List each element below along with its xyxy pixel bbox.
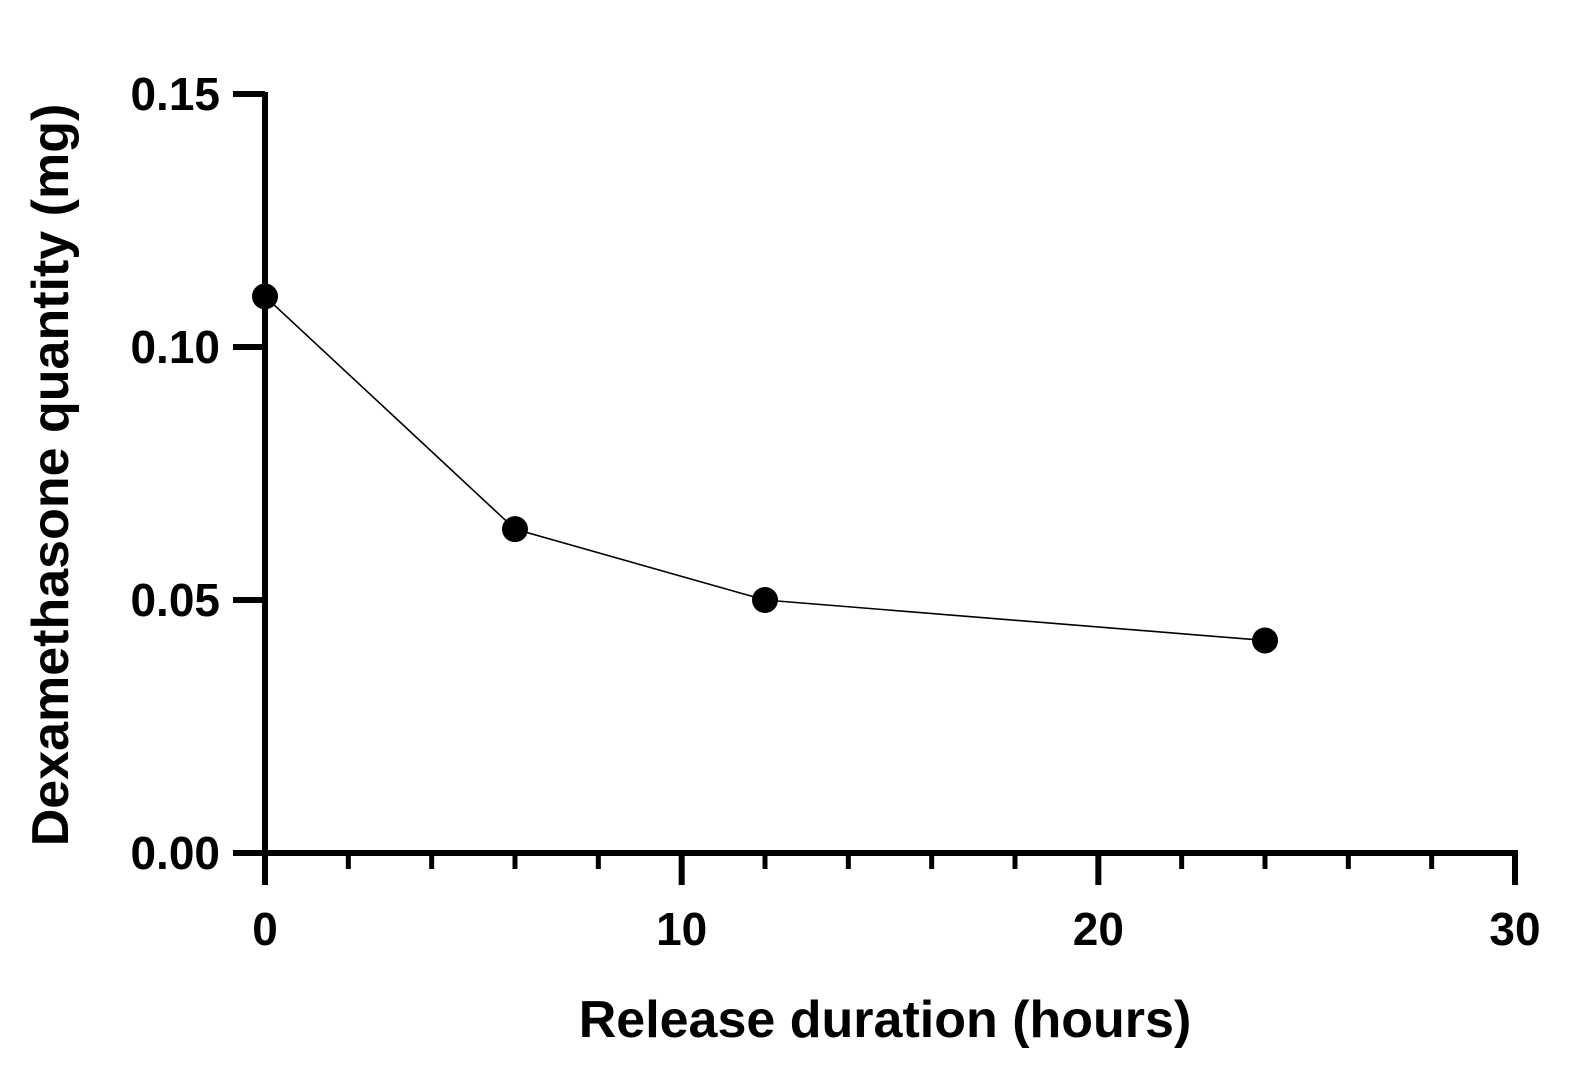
x-tick-label: 20 <box>1073 903 1124 955</box>
y-tick-label: 0.10 <box>130 321 220 373</box>
data-point <box>1252 627 1278 654</box>
data-point <box>752 587 778 613</box>
x-tick-label: 10 <box>656 903 707 955</box>
y-axis-title: Dexamethasone quantity (mg) <box>22 104 80 847</box>
series-line <box>264 295 1266 642</box>
data-point <box>252 283 278 310</box>
x-tick-label: 30 <box>1489 903 1540 955</box>
y-tick-label: 0.05 <box>130 574 220 626</box>
x-axis-title: Release duration (hours) <box>579 991 1192 1049</box>
data-point <box>502 516 528 543</box>
y-tick-label: 0.15 <box>130 68 220 120</box>
axes: 0.00 0.05 0.10 0.15 0 10 20 30 <box>130 68 1540 955</box>
y-tick-label: 0.00 <box>130 827 220 879</box>
x-tick-label: 0 <box>252 903 278 955</box>
series-group <box>252 283 1278 654</box>
